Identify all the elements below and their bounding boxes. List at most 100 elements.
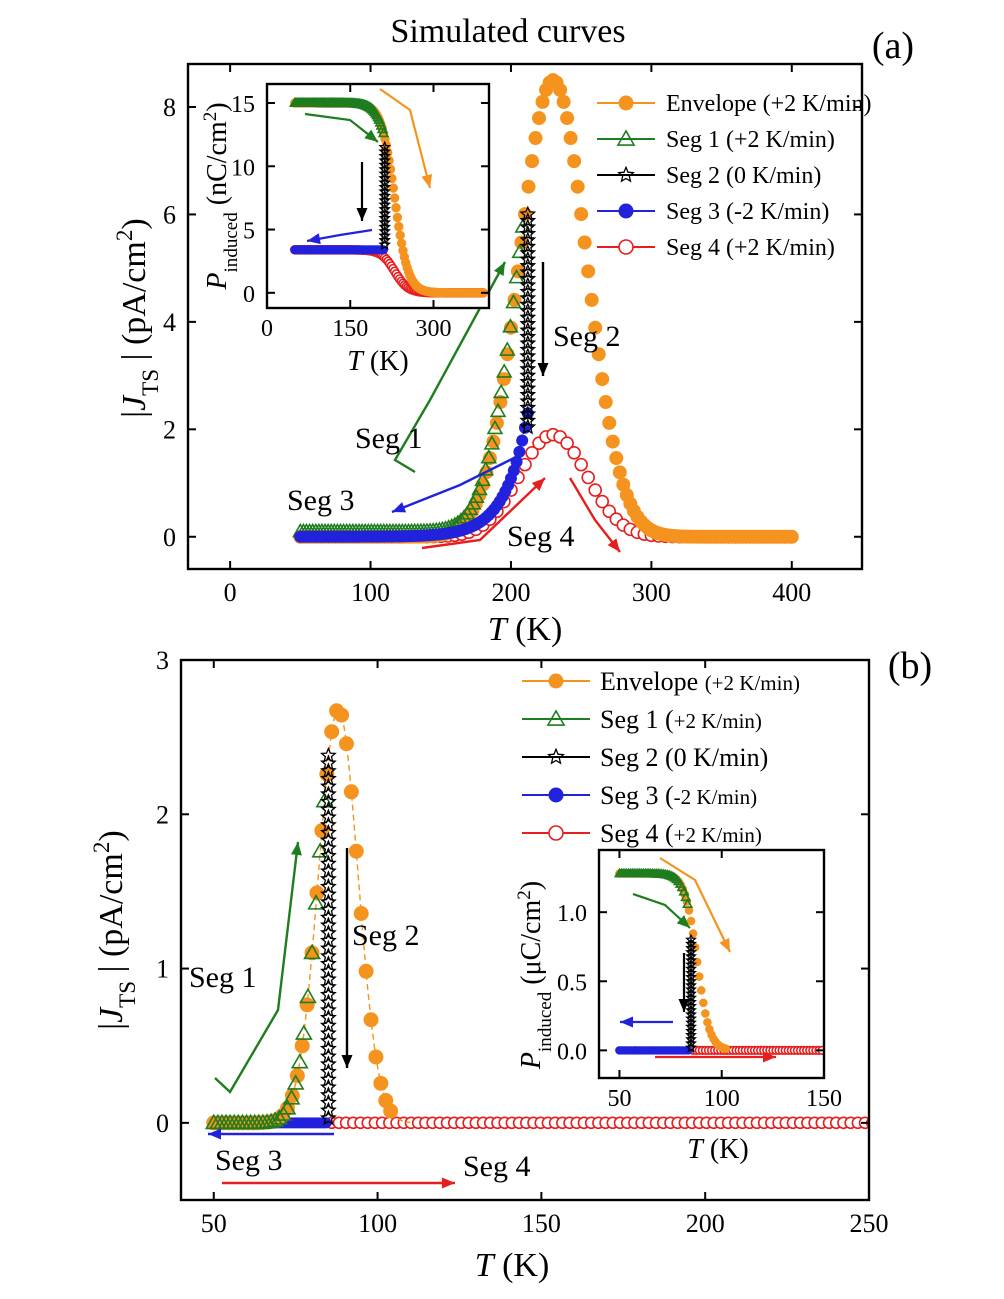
seg2-point [319,1032,337,1049]
inset-b-env-arrow-line [659,857,731,953]
inset-a-frame [265,82,491,310]
inset-seg1-point [680,891,692,902]
legend-rate: +2 K/min) [674,823,762,847]
seg2-point [319,1016,337,1033]
inset-b-xlabel-var: T [687,1134,705,1165]
inset-a-seg1-arrow-head [364,129,378,142]
inset-seg2-point [685,987,697,999]
inset-b-ytick-label: 0.0 [557,1039,587,1065]
envelope-point [373,1075,389,1091]
inset-a-ylabel-var: P [202,272,233,290]
seg2-point [319,1093,337,1110]
seg2-point [319,800,337,817]
inset-b-env-arrow-head [719,937,730,952]
panel-a-ytick-label: 6 [163,200,176,229]
panel-b-legend: Envelope (+2 K/min)Seg 1 (+2 K/min)Seg 2… [522,667,800,848]
legend-label: Envelope (+2 K/min) [666,91,872,117]
inset-a-xlabel-unit: (K) [363,346,409,377]
seg4-point [581,470,595,485]
seg2-point [519,315,537,332]
seg2-point [519,379,537,396]
seg2-point [319,793,337,810]
seg1-point [489,402,507,418]
seg2-point [519,399,537,415]
panel-a-ylabel-bar: | [116,411,153,418]
panel-b-xlabel-unit: (K) [494,1247,550,1284]
legend-marker [617,165,635,183]
envelope-point [358,963,374,979]
seg2-point [319,808,337,825]
envelope-point [612,465,627,480]
panel-b-ytick-label: 0 [156,1109,169,1138]
panel-a-ylabel-unit: (pA/cm [116,241,153,353]
seg3-arrow-head [392,502,407,513]
inset-seg2-point [378,153,392,166]
seg2-point [519,334,537,351]
legend-label: Seg 1 (+2 K/min) [666,127,835,153]
legend-label: Seg 1 (+2 K/min) [600,705,762,734]
inset-b-ylabel-var: P [516,1052,547,1070]
inset-a-ylabel-unit: (nC/cm [202,121,233,212]
seg2-arrow-head [537,363,549,376]
panel-b-ytick-label: 2 [156,800,169,829]
seg2-point [519,276,537,293]
inset-seg2-point [685,1012,698,1024]
seg1-point [502,318,519,333]
envelope-point [567,154,582,169]
inset-b-xlabel: T (K) [687,1134,748,1165]
seg2-point [519,211,537,229]
panel-b-ylabel-bar2: | [93,966,130,981]
inset-b-xtick-label: 100 [704,1086,740,1112]
seg2-point [519,205,537,222]
seg3-point [513,445,526,458]
inset-seg2-point [685,941,697,954]
legend-rate: -2 K/min) [674,785,757,809]
envelope-point [577,235,592,250]
seg2-point [319,1047,337,1064]
annotation-label: Seg 4 [463,1150,531,1183]
seg2-point [519,289,537,306]
seg2-point [319,916,337,933]
seg1-point [468,488,485,504]
annotation-label: Seg 2 [352,919,420,952]
inset-seg2-point [685,962,698,975]
inset-envelope-point [699,998,708,1008]
envelope-point [532,111,547,126]
inset-a-xtick-label: 300 [416,316,452,342]
envelope-point [334,707,350,723]
inset-seg2-point [685,1041,698,1053]
inset-envelope-point [686,916,696,926]
envelope-point [605,434,620,449]
inset-seg2-point [685,1024,697,1037]
panel-a-ytick-label: 4 [163,308,176,337]
envelope-point [535,94,550,109]
inset-a-seg2-arrow-head [356,208,368,221]
seg2-point [519,282,537,299]
inset-b-bg [599,850,824,1078]
annotation-label: Seg 1 [355,422,423,455]
seg4-arrow-head [442,1177,455,1189]
inset-a-xtick-label: 150 [332,316,368,342]
panel-b-ylabel-sub: TS [115,981,141,1008]
envelope-point [324,724,340,740]
seg4-point [574,457,588,472]
panel-a-xtick-label: 0 [224,578,237,607]
seg2-point [319,816,337,833]
inset-seg2-point [685,966,698,979]
inset-seg2-point [685,1004,698,1016]
seg2-point [319,1109,337,1126]
panel-b-xtick-label: 200 [686,1209,725,1238]
panel-a-xtick-label: 100 [351,578,390,607]
legend-marker [618,239,634,255]
annotation-label: Seg 2 [553,320,621,353]
seg2-point [319,785,337,802]
inset-envelope-point [721,1044,731,1054]
panel-a-ylabel-var: J [116,394,153,411]
panel-a-ytick-label: 0 [163,523,176,552]
inset-seg2-point [378,184,392,197]
seg3-point [516,434,529,447]
seg4-point [560,436,574,450]
legend-marker [546,709,566,726]
inset-a-xlabel-var: T [347,346,365,377]
